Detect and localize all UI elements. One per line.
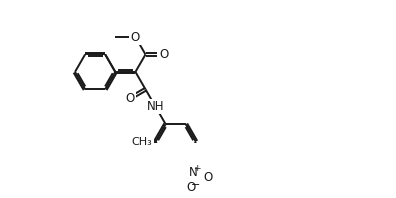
- Text: N: N: [189, 166, 198, 179]
- Text: +: +: [193, 164, 201, 173]
- Text: O: O: [159, 48, 168, 61]
- Text: O: O: [186, 181, 195, 194]
- Text: O: O: [131, 30, 140, 44]
- Text: O: O: [125, 92, 134, 105]
- Text: −: −: [191, 180, 200, 190]
- Text: O: O: [204, 171, 213, 184]
- Text: CH₃: CH₃: [132, 137, 152, 147]
- Text: NH: NH: [147, 100, 164, 113]
